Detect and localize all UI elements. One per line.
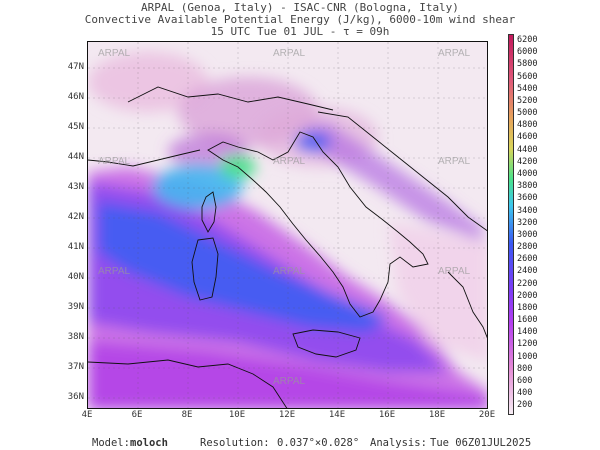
colorbar-label: 4600 bbox=[517, 132, 538, 143]
longitude-label: 18E bbox=[428, 410, 446, 420]
watermark: ARPAL bbox=[98, 48, 130, 59]
longitude-label: 8E bbox=[181, 410, 193, 420]
colorbar-label: 6200 bbox=[517, 35, 538, 46]
colorbar-label: 400 bbox=[517, 388, 533, 399]
colorbar-label: 5400 bbox=[517, 83, 538, 94]
longitude-label: 14E bbox=[328, 410, 346, 420]
colorbar-label: 200 bbox=[517, 400, 533, 411]
latitude-label: 41N bbox=[67, 242, 84, 252]
colorbar-label: 1200 bbox=[517, 339, 538, 350]
map-title-line-1: ARPAL (Genoa, Italy) - ISAC-CNR (Bologna… bbox=[141, 1, 459, 14]
colorbar-label: 5600 bbox=[517, 71, 538, 82]
latitude-label: 38N bbox=[67, 332, 84, 342]
map-title-line-3: 15 UTC Tue 01 JUL - τ = 09h bbox=[210, 25, 390, 38]
latitude-label: 39N bbox=[67, 302, 84, 312]
colorbar-label: 3800 bbox=[517, 181, 538, 192]
colorbar-label: 4400 bbox=[517, 144, 538, 155]
latitude-label: 45N bbox=[67, 122, 84, 132]
latitude-label: 44N bbox=[67, 152, 84, 162]
colorbar-label: 1400 bbox=[517, 327, 538, 338]
watermark: ARPAL bbox=[438, 266, 470, 277]
colorbar bbox=[508, 34, 514, 415]
latitude-label: 47N bbox=[67, 62, 84, 72]
colorbar-label: 3200 bbox=[517, 217, 538, 228]
cape-field bbox=[88, 52, 487, 408]
colorbar-label: 3000 bbox=[517, 229, 538, 240]
colorbar-label: 2800 bbox=[517, 242, 538, 253]
colorbar-label: 2600 bbox=[517, 254, 538, 265]
longitude-label: 4E bbox=[81, 410, 93, 420]
colorbar-label: 3600 bbox=[517, 193, 538, 204]
model-value: moloch bbox=[130, 437, 168, 449]
colorbar-label: 5800 bbox=[517, 59, 538, 70]
latitude-label: 42N bbox=[67, 212, 84, 222]
colorbar-label: 5200 bbox=[517, 95, 538, 106]
colorbar-label: 2200 bbox=[517, 278, 538, 289]
colorbar-label: 1000 bbox=[517, 351, 538, 362]
colorbar-label: 4200 bbox=[517, 156, 538, 167]
colorbar-label: 4800 bbox=[517, 120, 538, 131]
latitude-label: 46N bbox=[67, 92, 84, 102]
latitude-label: 36N bbox=[67, 392, 84, 402]
resolution-value: 0.037°×0.028° bbox=[277, 437, 360, 449]
watermark: ARPAL bbox=[273, 376, 305, 387]
longitude-label: 12E bbox=[278, 410, 296, 420]
longitude-label: 20E bbox=[478, 410, 496, 420]
colorbar-label: 800 bbox=[517, 363, 533, 374]
model-label: Model: bbox=[92, 437, 130, 449]
map-title-line-2: Convective Available Potential Energy (J… bbox=[84, 13, 516, 26]
colorbar-label: 2000 bbox=[517, 290, 538, 301]
watermark: ARPAL bbox=[98, 266, 130, 277]
watermarks: ARPAL ARPAL ARPAL ARPAL ARPAL ARPAL ARPA… bbox=[98, 48, 470, 387]
watermark: ARPAL bbox=[98, 156, 130, 167]
colorbar-label: 600 bbox=[517, 375, 533, 386]
longitude-label: 6E bbox=[131, 410, 143, 420]
colorbar-label: 1800 bbox=[517, 302, 538, 313]
latitude-label: 43N bbox=[67, 182, 84, 192]
latitude-label: 40N bbox=[67, 272, 84, 282]
analysis-value: Tue 06Z01JUL2025 bbox=[430, 437, 532, 449]
resolution-label: Resolution: bbox=[200, 437, 270, 449]
cape-map: ARPAL ARPAL ARPAL ARPAL ARPAL ARPAL ARPA… bbox=[87, 41, 488, 409]
colorbar-label: 6000 bbox=[517, 47, 538, 58]
latitude-label: 37N bbox=[67, 362, 84, 372]
colorbar-label: 2400 bbox=[517, 266, 538, 277]
analysis-label: Analysis: bbox=[370, 437, 427, 449]
colorbar-label: 1600 bbox=[517, 315, 538, 326]
colorbar-label: 5000 bbox=[517, 108, 538, 119]
watermark: ARPAL bbox=[438, 156, 470, 167]
longitude-label: 16E bbox=[378, 410, 396, 420]
longitude-label: 10E bbox=[228, 410, 246, 420]
graticule bbox=[88, 42, 487, 408]
colorbar-label: 3400 bbox=[517, 205, 538, 216]
watermark: ARPAL bbox=[273, 156, 305, 167]
cape-map-svg: ARPAL ARPAL ARPAL ARPAL ARPAL ARPAL ARPA… bbox=[88, 42, 487, 408]
watermark: ARPAL bbox=[438, 48, 470, 59]
colorbar-label: 4000 bbox=[517, 168, 538, 179]
watermark: ARPAL bbox=[273, 48, 305, 59]
watermark: ARPAL bbox=[273, 266, 305, 277]
